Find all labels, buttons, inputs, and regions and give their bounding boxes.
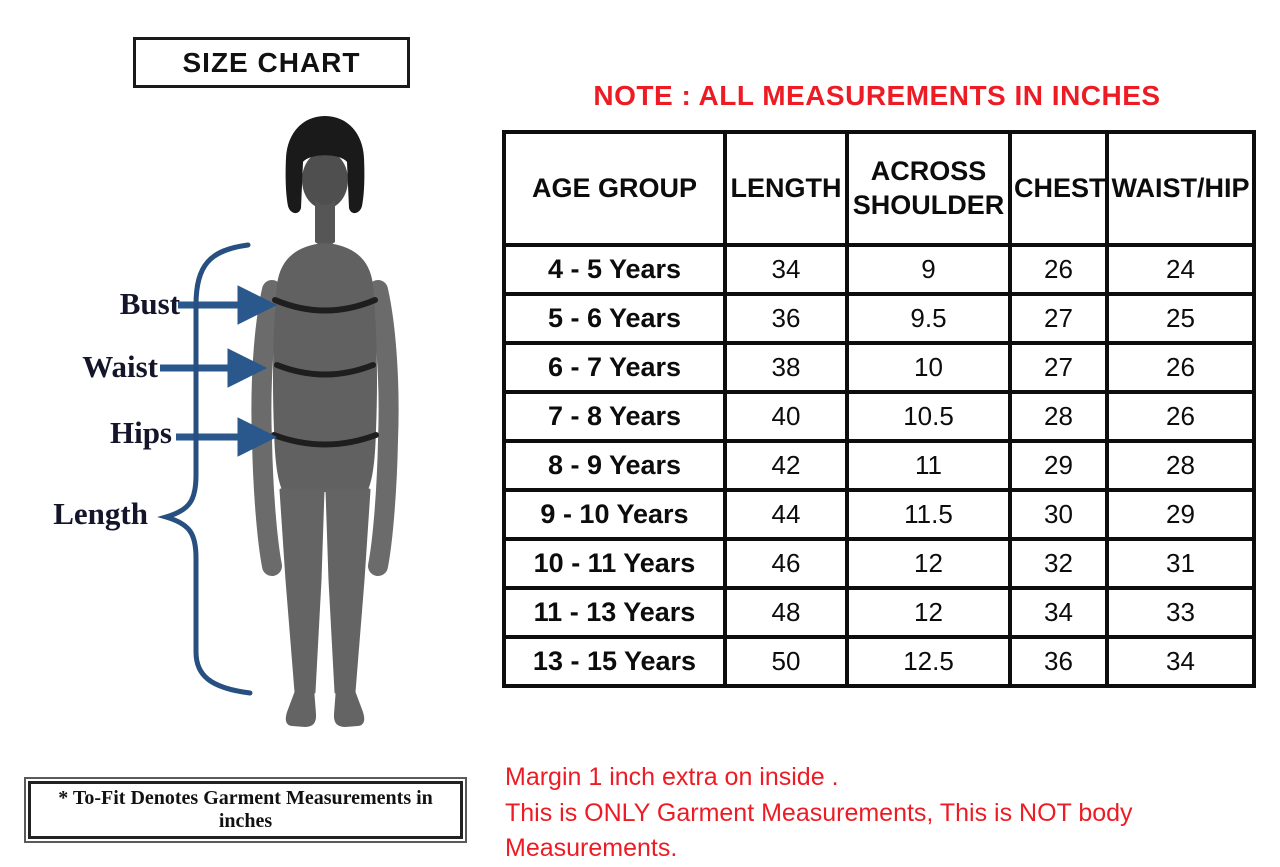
measurement-cell: 10.5 [845,390,1012,443]
table-row: 6 - 7 Years 38 10 27 26 [502,341,1256,394]
measurement-cell: 11.5 [845,488,1012,541]
measurement-cell: 29 [1105,488,1256,541]
table-row: 5 - 6 Years 36 9.5 27 25 [502,292,1256,345]
hips-band [271,432,379,448]
header-age-group: AGE GROUP [502,130,727,247]
header-chest: CHEST [1008,130,1109,247]
table-row: 10 - 11 Years 46 12 32 31 [502,537,1256,590]
figure-right-leg [325,488,371,694]
measurement-cell: 24 [1105,243,1256,296]
measurements-note: NOTE : ALL MEASUREMENTS IN INCHES [593,80,1161,111]
header-across-shoulder: ACROSS SHOULDER [845,130,1012,247]
measurement-cell: 9.5 [845,292,1012,345]
garment-note: This is ONLY Garment Measurements, This … [505,798,1133,863]
margin-note: Margin 1 inch extra on inside . [505,763,839,791]
table-row: 8 - 9 Years 42 11 29 28 [502,439,1256,492]
figure-face [302,151,348,209]
age-group-cell: 11 - 13 Years [502,586,727,639]
measurement-cell: 11 [845,439,1012,492]
table-row: 9 - 10 Years 44 11.5 30 29 [502,488,1256,541]
measurement-cell: 36 [1008,635,1109,688]
measurement-cell: 42 [723,439,849,492]
to-fit-footnote-text: * To-Fit Denotes Garment Measurements in… [58,787,433,832]
age-group-cell: 7 - 8 Years [502,390,727,443]
measurement-cell: 32 [1008,537,1109,590]
figure-right-foot [333,688,365,727]
measurement-cell: 28 [1008,390,1109,443]
table-row: 7 - 8 Years 40 10.5 28 26 [502,390,1256,443]
body-measurement-diagram [157,116,399,727]
measurement-cell: 28 [1105,439,1256,492]
measurement-cell: 9 [845,243,1012,296]
size-chart-title-text: SIZE CHART [182,46,361,78]
age-group-cell: 6 - 7 Years [502,341,727,394]
measurement-cell: 36 [723,292,849,345]
measurement-cell: 30 [1008,488,1109,541]
measurement-cell: 29 [1008,439,1109,492]
to-fit-footnote: * To-Fit Denotes Garment Measurements in… [28,781,463,839]
figure-hair [285,116,365,214]
measurement-cell: 26 [1105,341,1256,394]
measurement-cell: 46 [723,537,849,590]
measurement-cell: 10 [845,341,1012,394]
header-row: AGE GROUP LENGTH ACROSS SHOULDER CHEST W… [502,130,1256,247]
measurement-cell: 34 [1105,635,1256,688]
length-brace-icon [157,242,253,696]
age-group-cell: 5 - 6 Years [502,292,727,345]
measurement-cell: 40 [723,390,849,443]
measurement-cell: 27 [1008,341,1109,394]
bust-label: Bust [119,286,180,321]
measurement-cell: 27 [1008,292,1109,345]
measurement-cell: 31 [1105,537,1256,590]
figure-left-leg [279,488,325,694]
size-table: AGE GROUP LENGTH ACROSS SHOULDER CHEST W… [502,130,1256,688]
figure-left-arm [251,280,282,576]
size-table-body: 4 - 5 Years 34 9 26 24 5 - 6 Years 36 9.5 27 25 6 … [502,243,1256,688]
figure-right-arm [368,280,399,576]
waist-band [274,362,376,378]
table-row: 13 - 15 Years 50 12.5 36 34 [502,635,1256,688]
figure-neck [315,200,335,246]
measurement-cell: 12 [845,586,1012,639]
waist-label: Waist [82,349,158,384]
measurement-cell: 50 [723,635,849,688]
measurement-cell: 12 [845,537,1012,590]
bust-arrow-icon [178,285,278,325]
table-row: 4 - 5 Years 34 9 26 24 [502,243,1256,296]
length-label: Length [53,496,148,531]
hips-arrow-icon [176,417,278,457]
size-table-header: AGE GROUP LENGTH ACROSS SHOULDER CHEST W… [502,130,1256,247]
header-length: LENGTH [723,130,849,247]
figure-left-foot [285,688,317,727]
measurement-cell: 26 [1105,390,1256,443]
hips-label: Hips [109,415,172,450]
measurement-cell: 48 [723,586,849,639]
table-row: 11 - 13 Years 48 12 34 33 [502,586,1256,639]
age-group-cell: 10 - 11 Years [502,537,727,590]
measurement-cell: 33 [1105,586,1256,639]
measurement-cell: 44 [723,488,849,541]
measurement-cell: 34 [1008,586,1109,639]
age-group-cell: 4 - 5 Years [502,243,727,296]
measurement-cell: 34 [723,243,849,296]
measurement-cell: 25 [1105,292,1256,345]
waist-arrow-icon [160,348,268,388]
age-group-cell: 9 - 10 Years [502,488,727,541]
age-group-cell: 13 - 15 Years [502,635,727,688]
size-chart-title: SIZE CHART [133,37,410,88]
measurement-cell: 38 [723,341,849,394]
footer-notes: Margin 1 inch extra on inside . This is … [505,760,1280,867]
bust-band [272,297,378,314]
header-waist-hip: WAIST/HIP [1105,130,1256,247]
measurement-cell: 12.5 [845,635,1012,688]
measurement-cell: 26 [1008,243,1109,296]
age-group-cell: 8 - 9 Years [502,439,727,492]
